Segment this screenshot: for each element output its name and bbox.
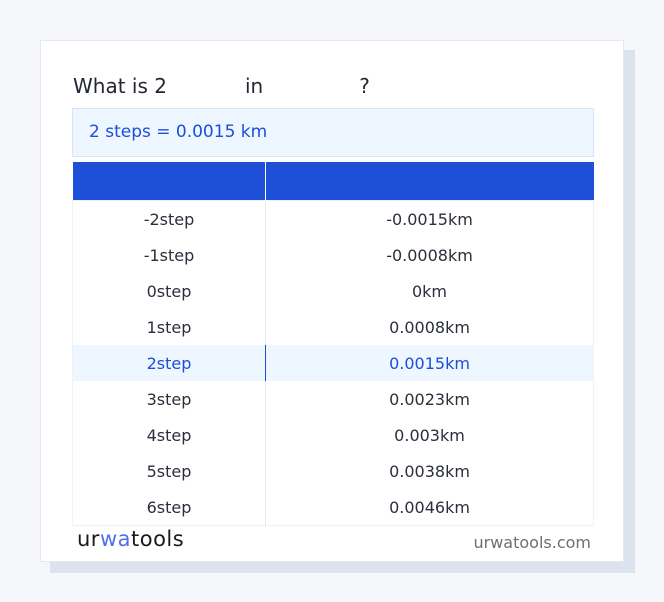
header-to [265, 162, 594, 201]
question-title: What is 2 in? [73, 74, 370, 98]
table-row: 5step 0.0038km [72, 453, 594, 489]
table-row: 2step 0.0015km [72, 345, 594, 381]
table-row: 1step 0.0008km [72, 309, 594, 345]
step-cell: 2step [72, 345, 267, 381]
km-cell: 0.0046km [389, 497, 470, 517]
header-from [72, 162, 267, 201]
table-row: 3step 0.0023km [72, 381, 594, 417]
km-cell: 0.0008km [389, 317, 470, 337]
table-row: -1step -0.0008km [72, 237, 594, 273]
title-mid: in [244, 74, 264, 98]
step-cell: 6step [72, 489, 267, 526]
step-cell: 0step [72, 273, 267, 309]
km-cell: 0km [411, 281, 448, 301]
km-cell: -0.0015km [386, 209, 473, 229]
step-cell: 5step [72, 453, 267, 489]
km-cell: -0.0008km [386, 245, 473, 265]
table-row: -2step -0.0015km [72, 200, 594, 237]
table-row: 4step 0.003km [72, 417, 594, 453]
urwatools-logo: urwatools [77, 527, 185, 551]
step-cell: 4step [72, 417, 267, 453]
table-row: 0step 0km [72, 273, 594, 309]
km-cell: 0.0038km [389, 461, 470, 481]
table-row: 6step 0.0046km [72, 489, 594, 526]
title-suffix: ? [359, 74, 370, 98]
converter-card: What is 2 in? 2 steps = 0.0015 km -2step -… [40, 40, 624, 562]
step-cell: 1step [72, 309, 267, 345]
title-prefix: What is 2 [73, 74, 167, 98]
step-cell: -2step [72, 200, 267, 237]
km-cell: 0.0015km [265, 345, 594, 381]
site-link[interactable]: urwatools.com [473, 533, 592, 552]
result-box: 2 steps = 0.0015 km [72, 108, 594, 157]
km-cell: 0.0023km [389, 389, 470, 409]
conversion-table: -2step -0.0015km -1step -0.0008km 0step 0km 1s… [72, 162, 594, 526]
step-cell: 3step [72, 381, 267, 417]
km-cell: 0.003km [394, 425, 465, 445]
step-cell: -1step [72, 237, 267, 273]
